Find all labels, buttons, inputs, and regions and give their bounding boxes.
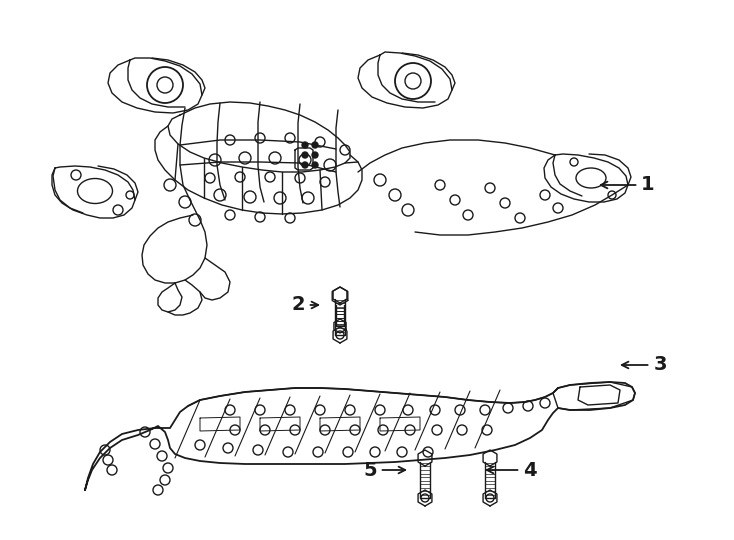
Text: 5: 5 [363,461,405,480]
Circle shape [302,142,308,148]
Circle shape [302,152,308,158]
Text: 2: 2 [291,295,319,314]
Circle shape [312,162,318,168]
Circle shape [302,162,308,168]
Text: 3: 3 [622,355,666,375]
Circle shape [312,142,318,148]
Text: 4: 4 [487,461,537,480]
Circle shape [312,152,318,158]
Text: 1: 1 [601,176,655,194]
